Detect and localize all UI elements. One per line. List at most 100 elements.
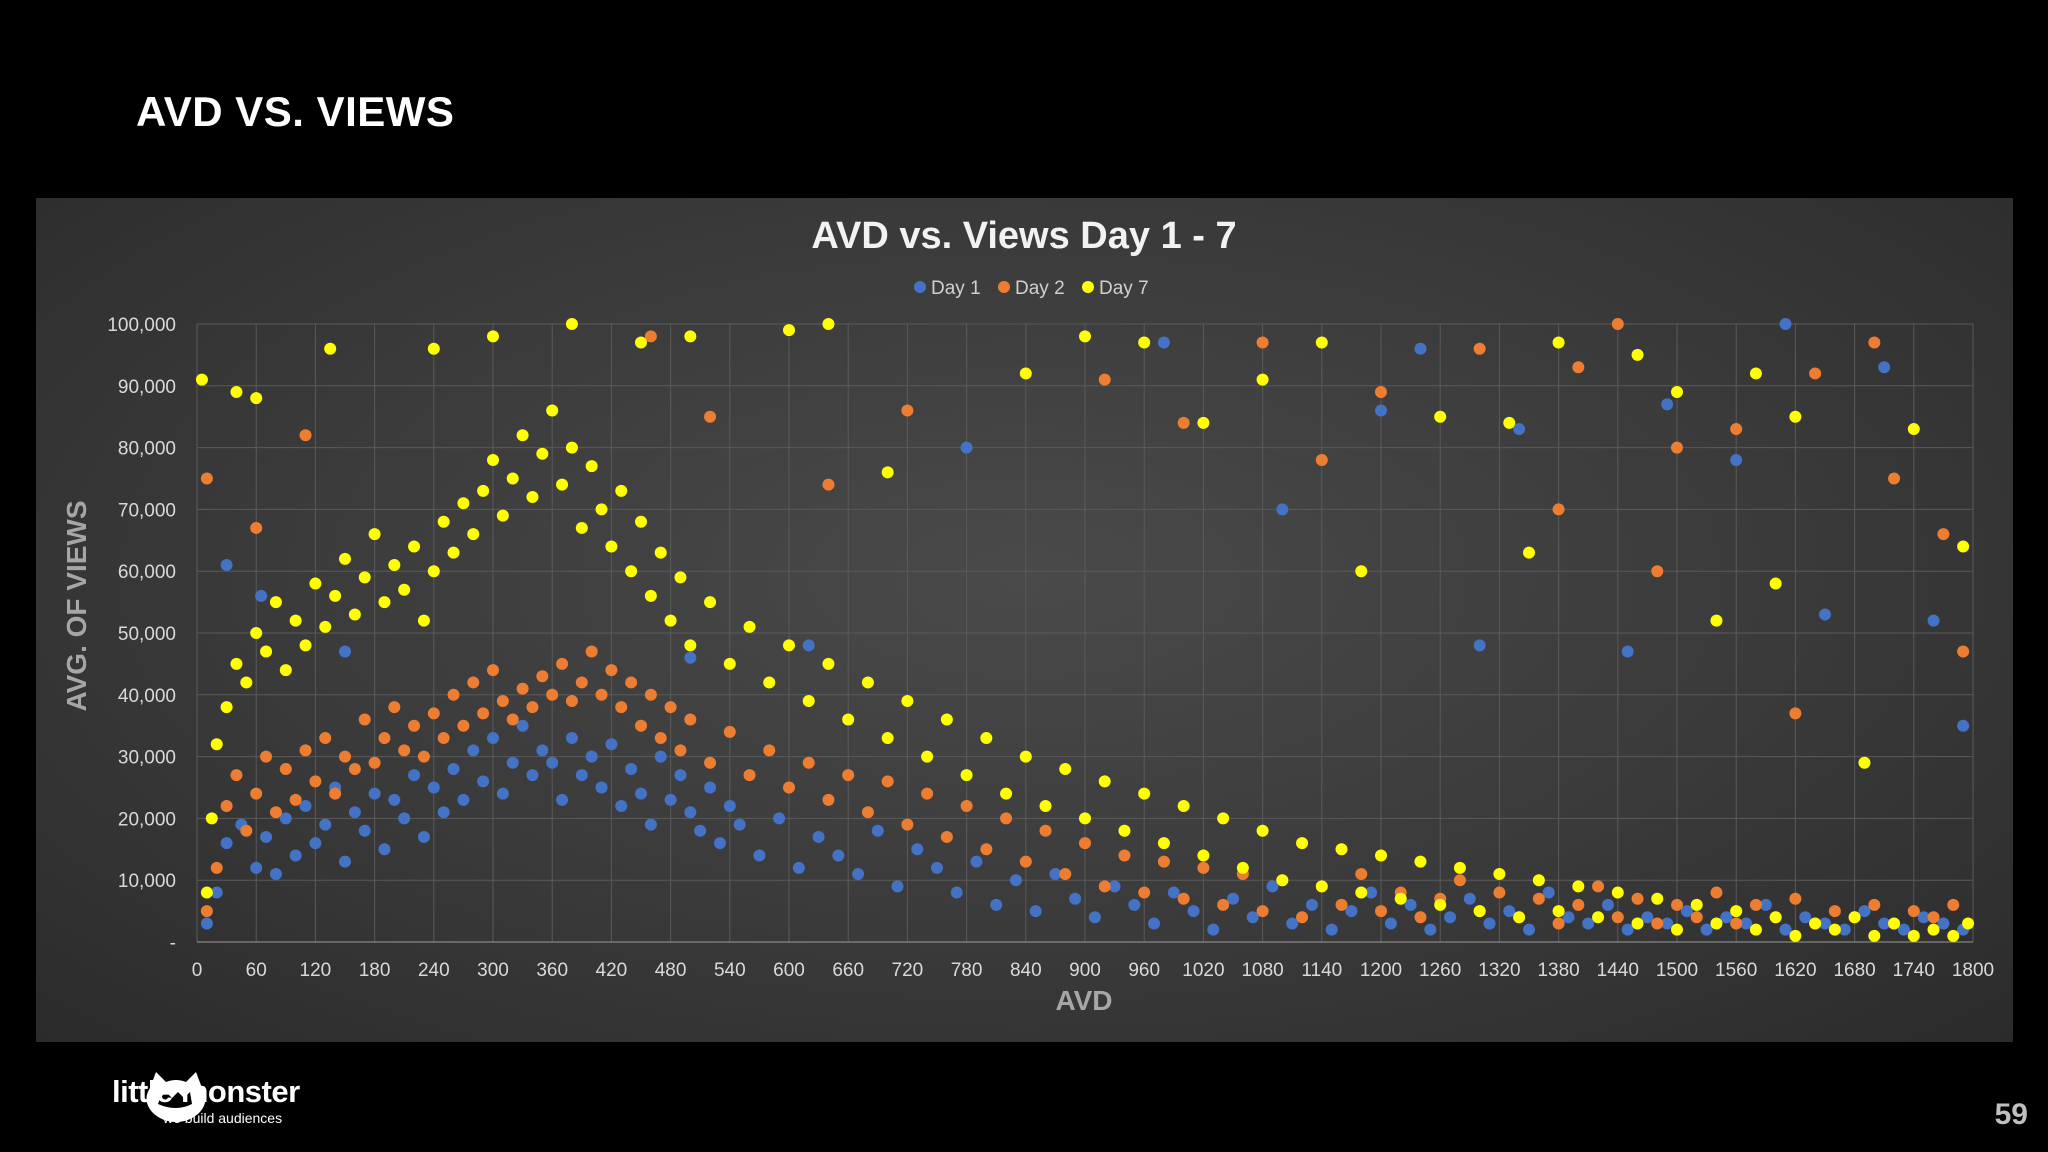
data-point (496, 694, 509, 707)
data-point (1552, 336, 1565, 349)
data-point (753, 849, 766, 862)
data-point (487, 664, 499, 677)
data-point (1039, 800, 1052, 813)
data-point (704, 596, 717, 609)
x-tick-label: 420 (596, 960, 628, 981)
data-point (1523, 923, 1535, 936)
x-axis-title: AVD (1055, 985, 1112, 1016)
data-point (1187, 905, 1200, 918)
data-point (1730, 423, 1743, 436)
scatter-chart: AVD vs. Views Day 1 - 7 Day 1 Day 2 Day 7 … (61, 215, 1994, 1016)
data-point (861, 806, 874, 819)
data-point (960, 769, 973, 782)
chart-panel: AVD vs. Views Day 1 - 7 Day 1 Day 2 Day 7 … (36, 198, 2013, 1042)
data-point (1335, 843, 1348, 856)
data-point (565, 694, 578, 707)
x-tick-label: 1020 (1182, 960, 1224, 981)
data-point (1157, 336, 1170, 349)
data-point (901, 404, 914, 417)
x-tick-label: 360 (536, 960, 568, 981)
data-point (664, 701, 677, 714)
data-point (1937, 528, 1950, 541)
data-point (605, 664, 618, 677)
data-point (1296, 911, 1309, 924)
data-point (1690, 898, 1703, 911)
data-point (526, 491, 539, 504)
data-point (595, 688, 608, 701)
data-point (960, 441, 973, 454)
data-point (289, 849, 302, 862)
data-point (1611, 886, 1624, 899)
data-point (950, 886, 963, 899)
data-point (1878, 361, 1891, 374)
data-point (1523, 546, 1535, 559)
chart-title: AVD vs. Views Day 1 - 7 (811, 215, 1236, 257)
data-point (1019, 367, 1032, 380)
data-point (427, 781, 440, 794)
x-tick-label: 900 (1069, 960, 1101, 981)
data-point (1759, 898, 1772, 911)
data-point (931, 861, 943, 874)
data-point (704, 410, 717, 423)
data-point (684, 651, 697, 664)
data-point (220, 837, 233, 850)
data-point (1789, 410, 1802, 423)
data-point (1809, 367, 1822, 380)
data-point (255, 589, 268, 602)
data-point (1138, 787, 1151, 800)
data-point (1962, 917, 1975, 930)
data-point (496, 509, 509, 522)
data-point (1177, 800, 1190, 813)
data-point (1375, 849, 1387, 862)
data-point (496, 787, 509, 800)
data-point (1463, 892, 1476, 905)
data-point (269, 806, 282, 819)
data-point (585, 460, 598, 473)
data-point (220, 800, 233, 813)
data-point (417, 614, 430, 627)
data-point (457, 793, 470, 806)
data-point (447, 762, 460, 775)
data-point (220, 559, 233, 572)
data-point (1957, 719, 1970, 732)
data-point (1029, 905, 1042, 918)
data-point (822, 318, 835, 330)
data-point (1513, 911, 1526, 924)
data-point (447, 546, 460, 559)
data-point (526, 769, 539, 782)
data-point (1927, 911, 1940, 924)
data-point (1503, 905, 1516, 918)
data-point (348, 762, 361, 775)
data-point (1897, 923, 1910, 936)
data-point (1256, 336, 1269, 349)
data-point (1375, 385, 1387, 398)
data-point (1651, 917, 1664, 930)
data-point (1789, 707, 1802, 720)
data-point (205, 812, 218, 825)
data-point (556, 657, 569, 670)
data-point (378, 843, 391, 856)
data-point (1779, 318, 1792, 330)
data-point (1592, 911, 1605, 924)
data-point (1828, 905, 1841, 918)
data-point (269, 596, 282, 609)
data-point (605, 738, 618, 751)
data-point (1217, 812, 1230, 825)
data-point (654, 732, 667, 745)
data-point (891, 880, 904, 893)
data-point (329, 787, 342, 800)
data-point (664, 614, 677, 627)
data-point (516, 429, 529, 442)
data-point (1572, 880, 1585, 893)
data-point (1138, 336, 1151, 349)
data-point (1730, 905, 1743, 918)
data-point (1098, 373, 1111, 386)
data-point (250, 627, 263, 639)
data-point (1207, 923, 1220, 936)
data-point (398, 812, 411, 825)
x-tick-label: 300 (477, 960, 509, 981)
y-tick-label: 40,000 (118, 686, 176, 707)
data-point (1079, 837, 1091, 850)
data-point (1118, 824, 1131, 837)
data-point (1266, 880, 1279, 893)
